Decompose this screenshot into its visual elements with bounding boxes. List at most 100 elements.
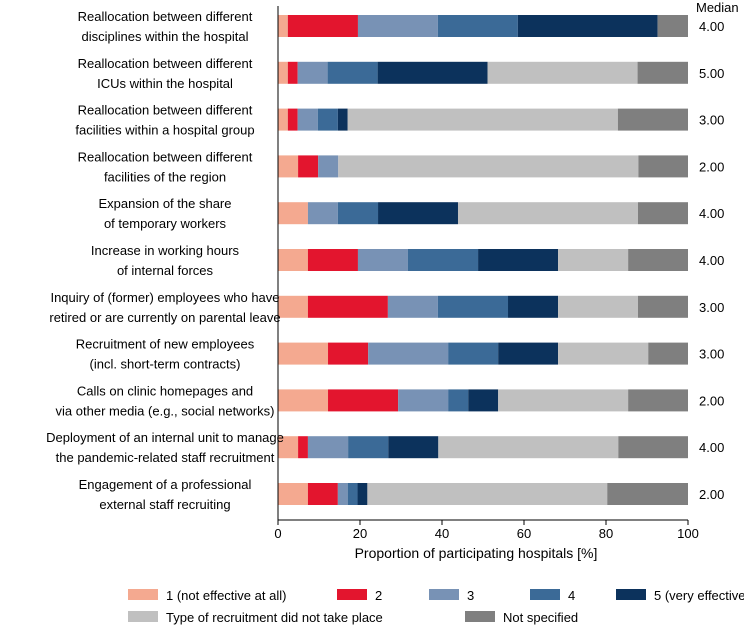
legend-label-7: Not specified (503, 610, 578, 625)
bar-segment-8-4 (448, 342, 499, 365)
bar-segment-8-6 (558, 342, 649, 365)
bar-segment-5-4 (337, 202, 379, 225)
x-axis-title: Proportion of participating hospitals [%… (355, 545, 598, 561)
category-label-4-line-2: facilities of the region (104, 169, 226, 184)
bar-segment-9-1 (278, 389, 329, 412)
bar-segment-4-6 (338, 155, 639, 178)
legend-swatch-7 (465, 611, 495, 622)
bar-segment-10-5 (388, 436, 439, 459)
bar-segment-8-7 (648, 342, 688, 365)
x-tick-label-40: 40 (435, 526, 449, 541)
bar-segment-4-7 (638, 155, 688, 178)
median-value-2: 5.00 (699, 66, 724, 81)
category-labels: Reallocation between different discipline… (46, 9, 284, 512)
bar-segment-3-4 (317, 108, 338, 131)
bar-segment-8-5 (498, 342, 559, 365)
x-tick-label-20: 20 (353, 526, 367, 541)
bar-segment-11-4 (347, 483, 358, 505)
bar-segment-6-1 (278, 249, 308, 271)
category-label-8-line-1: Recruitment of new employees (76, 337, 255, 352)
legend-label-2: 2 (375, 588, 382, 603)
legend-swatch-5 (616, 589, 646, 600)
category-label-1-line-2: disciplines within the hospital (82, 29, 249, 44)
legend-label-5: 5 (very effective) (654, 588, 744, 603)
bar-segment-9-7 (628, 389, 688, 412)
median-value-5: 4.00 (699, 206, 724, 221)
bar-segment-10-1 (278, 436, 299, 459)
category-label-10-line-2: the pandemic-related staff recruitment (56, 450, 275, 465)
category-label-2-line-1: Reallocation between different (78, 56, 253, 71)
category-label-11-line-1: Engagement of a professional (79, 477, 252, 492)
bar-segment-6-6 (558, 249, 629, 271)
bar-segment-3-6 (347, 108, 618, 131)
x-tick-label-60: 60 (517, 526, 531, 541)
x-tick-label-0: 0 (274, 526, 281, 541)
bar-segment-2-6 (487, 61, 638, 84)
category-label-3-line-1: Reallocation between different (78, 103, 253, 118)
bar-segment-10-7 (618, 436, 688, 459)
bar-segment-11-2 (307, 483, 338, 505)
x-axis: 0 20 40 60 80 100 (274, 6, 699, 541)
bar-segment-11-3 (337, 483, 348, 505)
bar-segment-3-7 (617, 108, 688, 131)
bar-segment-1-5 (517, 15, 658, 37)
bar-segment-7-7 (637, 295, 688, 318)
bar-segment-7-2 (307, 295, 388, 318)
bar-segment-2-5 (377, 61, 488, 84)
bar-segment-3-2 (287, 108, 298, 131)
category-label-6-line-2: of internal forces (117, 263, 214, 278)
legend-swatch-6 (128, 611, 158, 622)
bar-segment-5-3 (307, 202, 338, 225)
median-value-11: 2.00 (699, 487, 724, 502)
bar-segment-11-1 (278, 483, 308, 505)
category-label-3-line-2: facilities within a hospital group (75, 123, 254, 138)
bar-segment-2-7 (637, 61, 688, 84)
bar-segment-8-3 (368, 342, 449, 365)
bar-segment-9-6 (498, 389, 629, 412)
median-value-3: 3.00 (699, 113, 724, 128)
bar-segment-2-3 (297, 61, 328, 84)
bar-segment-1-3 (357, 15, 438, 37)
median-value-7: 3.00 (699, 300, 724, 315)
category-label-2-line-2: ICUs within the hospital (97, 76, 233, 91)
category-label-4-line-1: Reallocation between different (78, 149, 253, 164)
bar-segment-6-7 (628, 249, 688, 271)
bar-segment-9-4 (448, 389, 469, 412)
bar-segment-5-5 (378, 202, 458, 225)
bar-segment-4-3 (318, 155, 339, 178)
median-column: Median 4.00 5.00 3.00 2.00 4.00 4.00 3.00 3.00 2… (696, 0, 739, 502)
median-value-6: 4.00 (699, 253, 724, 268)
bar-segment-1-1 (278, 15, 288, 37)
legend-swatch-2 (337, 589, 367, 600)
legend-label-1: 1 (not effective at all) (166, 588, 286, 603)
category-label-10-line-1: Deployment of an internal unit to manage (46, 430, 284, 445)
bar-segment-11-7 (607, 483, 688, 505)
bar-segment-6-2 (307, 249, 358, 271)
bar-segment-4-1 (278, 155, 299, 178)
bar-segment-7-1 (278, 295, 308, 318)
bar-segment-3-1 (278, 108, 288, 131)
bar-segment-7-6 (558, 295, 638, 318)
bar-segment-10-2 (298, 436, 308, 459)
x-tick-label-100: 100 (677, 526, 699, 541)
bar-segment-10-3 (307, 436, 349, 459)
bar-segment-5-1 (278, 202, 308, 225)
bar-segment-6-4 (407, 249, 479, 271)
bar-segment-1-7 (657, 15, 688, 37)
bar-segment-3-5 (337, 108, 348, 131)
bars-group (278, 15, 688, 505)
category-label-6-line-1: Increase in working hours (91, 243, 240, 258)
category-label-9-line-2: via other media (e.g., social networks) (56, 403, 275, 418)
median-value-10: 4.00 (699, 440, 724, 455)
bar-segment-1-2 (287, 15, 358, 37)
bar-segment-9-2 (328, 389, 399, 412)
category-label-5-line-2: of temporary workers (104, 216, 227, 231)
bar-segment-7-5 (508, 295, 559, 318)
category-label-5-line-1: Expansion of the share (99, 196, 232, 211)
legend-label-3: 3 (467, 588, 474, 603)
category-label-8-line-2: (incl. short-term contracts) (90, 357, 241, 372)
bar-segment-3-3 (297, 108, 318, 131)
legend: 1 (not effective at all) 2 3 4 5 (very effec… (128, 588, 744, 625)
bar-segment-2-4 (327, 61, 378, 84)
